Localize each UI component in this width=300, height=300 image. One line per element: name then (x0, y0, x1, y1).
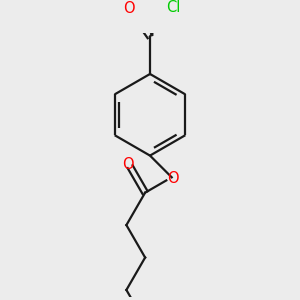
Text: O: O (124, 1, 135, 16)
Text: O: O (167, 171, 179, 186)
Text: Cl: Cl (166, 0, 180, 14)
Text: O: O (122, 157, 134, 172)
